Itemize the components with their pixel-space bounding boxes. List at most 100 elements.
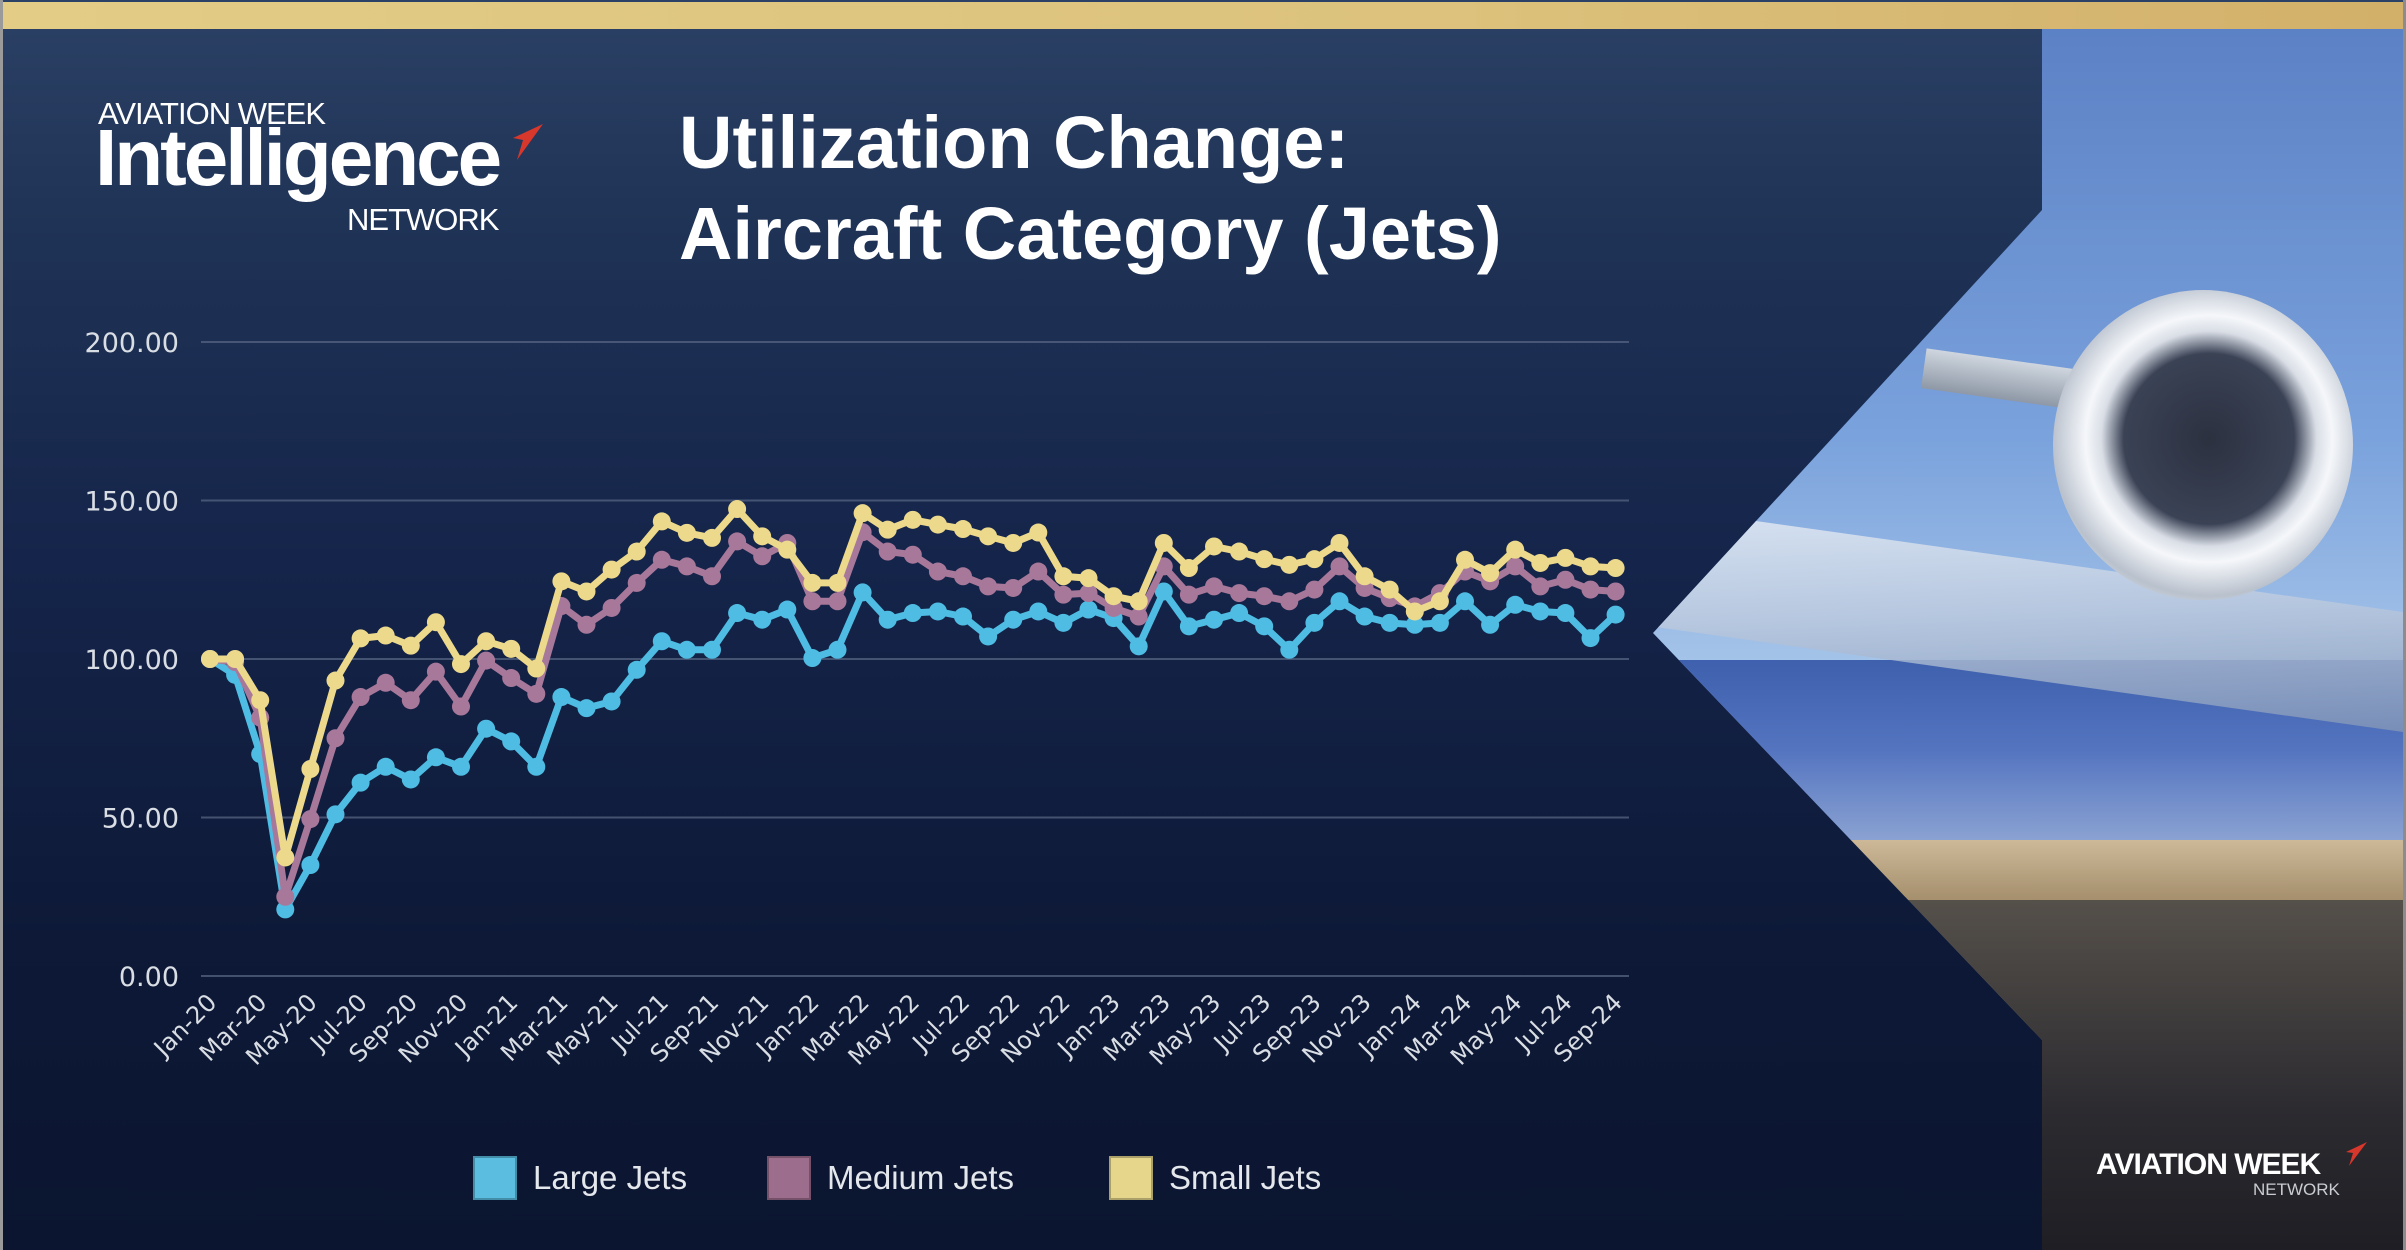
data-point [1179,559,1198,578]
data-point [677,557,696,576]
footer-logo-aviation-week: AVIATION WEEK [2096,1148,2321,1181]
data-point [703,640,721,659]
data-point [1230,584,1249,603]
data-point [753,527,772,546]
data-point [853,504,872,523]
data-point [577,615,596,634]
data-point [1355,607,1374,626]
data-point [1481,564,1500,583]
data-point [527,659,546,678]
data-point [803,573,822,592]
data-point [1556,548,1575,567]
data-point [452,757,470,776]
data-point [1255,617,1274,636]
y-axis-ticks: 0.00 50.00 100.00 150.00 200.00 [85,328,179,993]
data-point [1129,637,1148,656]
series-small-jets [201,500,1625,867]
data-point [1380,613,1399,632]
logo-aviation-week: AVIATION WEEK [98,96,326,131]
data-point [527,757,546,776]
y-tick-label: 50.00 [102,804,179,835]
data-point [502,669,521,688]
data-point [1280,592,1299,611]
data-point [979,577,998,596]
data-point [1179,585,1198,604]
y-tick-label: 200.00 [85,328,179,359]
data-point [1255,550,1274,569]
data-point [803,592,822,611]
data-point [778,600,797,619]
data-point [1079,584,1098,603]
data-point [903,604,922,623]
data-point [1205,537,1223,556]
series-lines [201,500,1625,919]
data-point [452,697,470,716]
data-point [502,639,521,658]
legend-label-medium-jets: Medium Jets [827,1159,1015,1196]
data-point [301,856,320,875]
data-point [652,550,671,569]
chart-title-line-2: Aircraft Category (Jets) [679,192,1502,275]
data-point [1430,613,1449,632]
data-point [652,512,671,531]
data-point [1054,567,1073,586]
data-point [878,610,897,629]
series-medium-jets [201,523,1625,906]
y-tick-label: 0.00 [119,962,179,993]
data-point [1054,613,1073,632]
data-point [853,583,872,602]
legend-label-large-jets: Large Jets [533,1159,688,1196]
series-line [206,528,1620,901]
red-arrow-icon [513,124,543,160]
data-point [276,900,295,919]
data-point [1481,615,1500,634]
data-point [928,515,947,534]
data-point [627,660,646,679]
data-point [1305,550,1324,569]
data-point [1079,600,1098,619]
logo-network: NETWORK [347,202,499,237]
data-point [954,567,972,586]
data-point [1606,605,1625,624]
data-point [1205,577,1223,596]
data-point [652,632,671,651]
data-point [326,729,345,748]
data-point [1405,602,1424,621]
data-point [401,691,420,710]
data-point [376,626,395,645]
data-point [1079,569,1098,588]
x-axis-ticks: Jan-20Mar-20May-20Jul-20Sep-20Nov-20Jan-… [147,988,1628,1070]
data-point [376,673,395,692]
data-point [477,651,496,670]
data-point [1456,550,1474,569]
data-point [703,528,721,547]
data-point [577,699,596,718]
data-point [1305,580,1324,599]
data-point [1004,610,1023,629]
legend-swatch-large-jets [473,1156,517,1200]
data-point [351,773,370,792]
data-point [376,757,395,776]
data-point [954,607,972,626]
data-point [627,573,646,592]
data-point [778,540,797,559]
data-point [1205,610,1223,629]
data-point [1606,559,1625,578]
gridlines [201,341,1629,977]
data-point [1154,582,1173,601]
data-point [326,805,345,824]
data-point [903,545,922,564]
legend-label-small-jets: Small Jets [1169,1159,1322,1196]
data-point [1581,629,1600,648]
y-tick-label: 100.00 [85,645,179,676]
chart-title-line-1: Utilization Change: [679,101,1350,184]
gold-top-bar [3,2,2403,29]
data-point [1430,592,1449,611]
data-point [552,688,571,707]
data-point [1255,587,1274,606]
data-point [1380,580,1399,599]
data-point [1154,533,1173,552]
data-point [1004,533,1023,552]
data-point [301,759,320,778]
data-point [226,650,245,668]
